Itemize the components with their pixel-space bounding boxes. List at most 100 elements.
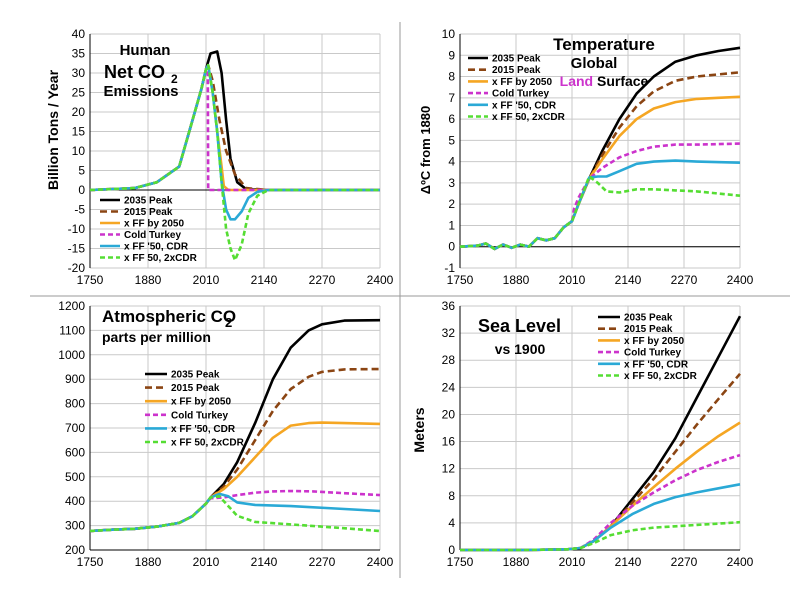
legend-label: x FF '50, CDR	[624, 359, 689, 370]
x-tick-label: 1880	[135, 555, 162, 569]
x-tick-label: 1880	[503, 555, 530, 569]
y-tick-label: 35	[72, 47, 86, 61]
series-line-2	[89, 367, 381, 533]
y-tick-label: 9	[448, 48, 455, 62]
legend-label: Cold Turkey	[124, 230, 181, 241]
y-tick-label: -5	[74, 203, 85, 217]
legend-label: x FF 50, 2xCDR	[171, 438, 245, 449]
chart-title-line-2: Global	[571, 55, 618, 72]
y-tick-label: 8	[448, 489, 455, 503]
y-tick-label: 500	[65, 470, 85, 484]
y-tick-label: 3	[448, 176, 455, 190]
legend-label: x FF by 2050	[171, 397, 231, 408]
y-tick-label: 20	[72, 105, 86, 119]
legend-label: x FF '50, CDR	[171, 424, 236, 435]
x-tick-label: 2400	[727, 273, 754, 287]
x-tick-label: 1880	[135, 273, 162, 287]
x-tick-label: 2270	[309, 555, 336, 569]
y-tick-label: 8	[448, 70, 455, 84]
legend-label: x FF by 2050	[624, 336, 684, 347]
y-tick-label: 20	[442, 407, 456, 421]
y-tick-label: 36	[442, 299, 456, 313]
legend-label: x FF 50, 2xCDR	[124, 253, 198, 264]
x-tick-label: 2010	[193, 273, 220, 287]
y-tick-label: 400	[65, 494, 85, 508]
chart-title-subscript: 2	[171, 72, 178, 86]
y-tick-label: -15	[68, 242, 86, 256]
x-tick-label: 2010	[559, 273, 586, 287]
y-tick-label: 2	[448, 197, 455, 211]
y-tick-label: -1	[444, 261, 455, 275]
legend-label: 2035 Peak	[171, 370, 220, 381]
legend-label: 2035 Peak	[624, 313, 673, 324]
x-tick-label: 2010	[193, 555, 220, 569]
y-axis-label: Billion Tons / Year	[45, 69, 61, 190]
y-tick-label: 700	[65, 421, 85, 435]
legend-label: x FF 50, 2xCDR	[492, 112, 566, 123]
x-tick-label: 2140	[615, 273, 642, 287]
chart-title-line-2: vs 1900	[495, 341, 546, 357]
chart-title-line-3: Land Surface	[560, 73, 649, 89]
legend-label: 2015 Peak	[171, 383, 220, 394]
x-tick-label: 1750	[447, 555, 474, 569]
y-tick-label: 12	[442, 462, 456, 476]
title-surface-word: Surface	[593, 73, 648, 89]
y-tick-label: 800	[65, 397, 85, 411]
legend-label: x FF '50, CDR	[492, 100, 557, 111]
y-tick-label: 7	[448, 91, 455, 105]
y-tick-label: 300	[65, 519, 85, 533]
y-tick-label: 10	[72, 144, 86, 158]
x-tick-label: 2270	[671, 555, 698, 569]
x-tick-label: 1880	[503, 273, 530, 287]
chart-title-line-1: Human	[120, 42, 171, 59]
x-tick-label: 2140	[615, 555, 642, 569]
y-tick-label: 600	[65, 445, 85, 459]
y-tick-label: 5	[448, 133, 455, 147]
chart-title-line-1: Temperature	[553, 35, 655, 54]
series-line-5	[460, 483, 741, 552]
y-tick-label: 28	[442, 353, 456, 367]
y-tick-label: 0	[448, 543, 455, 557]
chart-panel-3: 1750 1880 2010 2140 2270 2400 200 300 400 500 600 7…	[58, 299, 393, 569]
chart-title-line-1: Sea Level	[478, 316, 561, 336]
x-tick-label: 2270	[671, 273, 698, 287]
x-tick-label: 2140	[251, 273, 278, 287]
legend-label: x FF by 2050	[492, 77, 552, 88]
chart-panel-2: 1750 1880 2010 2140 2270 2400 -1 0 1 2 3 4 5 6 7 8 9 10 Δº…	[418, 27, 754, 287]
chart-title-line-1: Atmospheric CO	[102, 307, 236, 326]
x-tick-label: 1750	[77, 555, 104, 569]
legend-label: Cold Turkey	[171, 410, 228, 421]
y-tick-label: 32	[442, 326, 456, 340]
legend-label: 2015 Peak	[124, 207, 173, 218]
y-axis-label: Meters	[411, 407, 427, 452]
series-line-6	[89, 63, 380, 262]
y-tick-label: 900	[65, 372, 85, 386]
y-tick-label: -10	[68, 222, 86, 236]
series-line-4	[89, 489, 381, 533]
y-tick-label: 1100	[59, 323, 85, 337]
x-tick-label: 2270	[309, 273, 336, 287]
y-tick-label: 4	[448, 516, 455, 530]
y-tick-label: 200	[65, 543, 85, 557]
legend-label: 2015 Peak	[624, 324, 673, 335]
chart-panel-4: 1750 1880 2010 2140 2270 2400 0 4 8 12 16 20 24 28 32 3…	[411, 299, 754, 569]
legend-label: 2035 Peak	[124, 196, 173, 207]
chart-panel-1: 1750 1880 2010 2140 2270 2400 -20 -15 -10 -5 0 5 10 1…	[45, 27, 394, 287]
series-line-6	[89, 495, 381, 533]
legend-label: x FF 50, 2xCDR	[624, 371, 698, 382]
y-tick-label: 6	[448, 112, 455, 126]
legend-label: x FF '50, CDR	[124, 242, 189, 253]
y-tick-label: 0	[448, 240, 455, 254]
chart-title-line-3: Emissions	[103, 83, 178, 100]
y-tick-label: 1000	[58, 348, 85, 362]
legend-label: Cold Turkey	[624, 348, 681, 359]
legend-label: 2015 Peak	[492, 65, 541, 76]
y-tick-label: 1	[448, 218, 455, 232]
y-tick-label: 4	[448, 155, 455, 169]
y-tick-label: 10	[442, 27, 456, 41]
legend-label: 2035 Peak	[492, 54, 541, 65]
chart-title-line-2: Net CO	[104, 62, 165, 82]
y-tick-label: 24	[442, 380, 456, 394]
chart-title-subscript: 2	[225, 315, 232, 330]
